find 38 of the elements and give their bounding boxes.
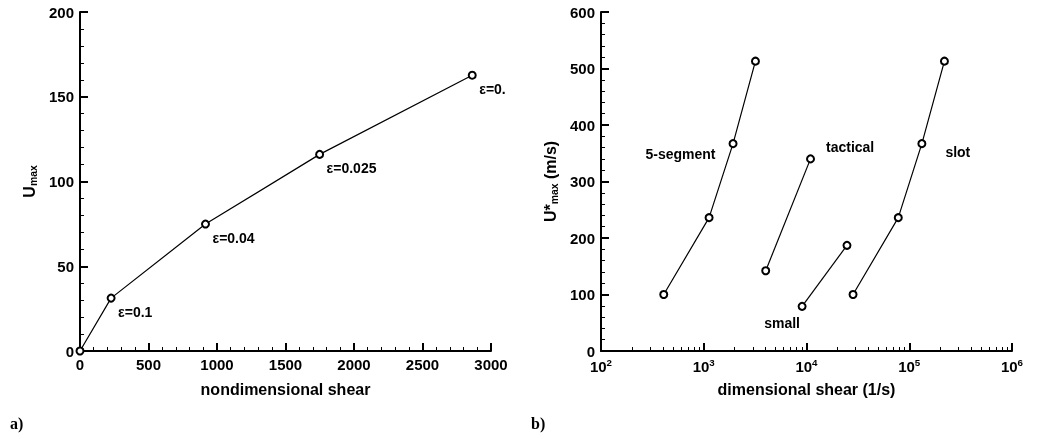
point	[315, 149, 325, 159]
point	[106, 293, 116, 303]
annotation: ε=0.04	[212, 230, 255, 247]
y-tick-label: 400	[569, 116, 595, 134]
y-tick-label: 300	[569, 173, 595, 190]
y-tick-label: 500	[569, 60, 595, 77]
x-tick-label: 2500	[405, 356, 440, 373]
annotation: ε=0.	[479, 81, 506, 98]
y-tick-label: 150	[48, 88, 74, 106]
series-label: 5-segment	[645, 145, 716, 162]
point	[75, 346, 85, 356]
x-tick-label: 1000	[200, 356, 234, 373]
y-tick-label: 100	[48, 173, 74, 190]
y-tick-label: 100	[569, 286, 595, 303]
x-axis-title: nondimensional shear	[200, 380, 371, 398]
y-tick-label: 200	[569, 229, 595, 247]
point	[201, 219, 210, 229]
series-label: small	[764, 314, 800, 331]
annotation: ε=0.1	[118, 304, 153, 321]
y-tick-label: 0	[586, 342, 595, 360]
y-tick-label: 600	[569, 3, 595, 21]
x-tick-label: 1500	[268, 356, 303, 373]
annotation: ε=0.025	[326, 160, 377, 177]
x-tick-label: 0	[75, 356, 85, 373]
series-label: slot	[945, 143, 971, 160]
y-axis-title: Umax	[20, 165, 39, 198]
y-tick-label: 0	[65, 342, 74, 360]
text: b)	[531, 414, 546, 433]
x-axis-title: dimensional shear (1/s)	[717, 380, 896, 398]
series-label: tactical	[826, 138, 875, 155]
x-tick-label: 500	[135, 356, 162, 373]
x-tick-label: 3000	[474, 356, 508, 373]
y-axis-title: U*max (m/s)	[541, 140, 560, 223]
y-tick-label: 50	[57, 257, 74, 275]
text: a)	[10, 414, 24, 433]
point	[467, 70, 477, 80]
y-tick-label: 200	[48, 3, 74, 21]
x-tick-label: 2000	[337, 356, 371, 373]
